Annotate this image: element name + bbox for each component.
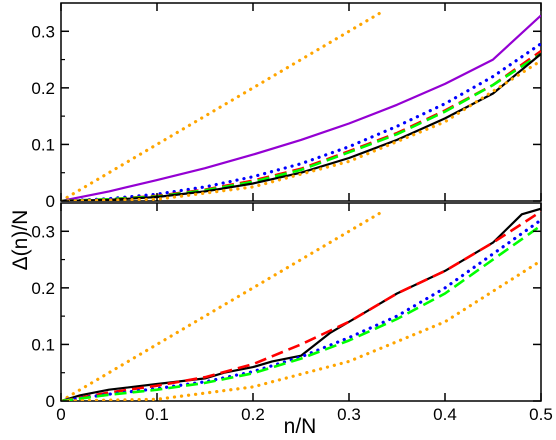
bottom-series-group [61,207,541,401]
top-series-line-5 [61,53,541,201]
bottom-series-line-5 [61,259,541,401]
x-tick-label: 0 [56,405,65,424]
top-series-line-3 [61,50,541,201]
top-series-line-6 [61,59,541,201]
bottom-series-line-4 [61,224,541,401]
x-tick-label: 0.1 [145,405,169,424]
bottom-series-line-0 [61,209,385,401]
bottom-y-tick-label: 0.2 [31,279,55,298]
top-series-group [61,9,541,201]
x-tick-label: 0.2 [241,405,265,424]
x-tick-label: 0.4 [433,405,457,424]
bottom-series-line-2 [61,210,541,401]
bottom-panel: 0 0.1 0.2 0.3 0 0.1 0.2 0.3 0.4 0.5 [31,202,553,424]
top-series-line-4 [61,52,541,201]
top-y-tick-label: 0 [46,192,55,211]
top-y-tick-label: 0.2 [31,79,55,98]
top-y-tick-label: 0.1 [31,135,55,154]
x-axis-label: n/N [284,415,317,438]
x-tick-label: 0.3 [337,405,361,424]
top-panel: 0 0.1 0.2 0.3 [31,2,542,211]
bottom-panel-frame [60,202,542,402]
top-series-line-1 [61,14,541,201]
bottom-axes: 0 0.1 0.2 0.3 0 0.1 0.2 0.3 0.4 0.5 [31,203,553,424]
top-y-tick-label: 0.3 [31,22,55,41]
bottom-y-tick-label: 0.3 [31,222,55,241]
bottom-y-tick-label: 0.1 [31,335,55,354]
top-y-axis: 0 0.1 0.2 0.3 [31,3,542,211]
top-series-line-2 [61,42,541,201]
x-tick-label: 0.5 [529,405,553,424]
bottom-y-tick-label: 0 [46,392,55,411]
y-axis-label: Δ(n)/N [9,210,32,271]
top-panel-frame [60,2,542,202]
top-series-line-0 [61,9,385,201]
